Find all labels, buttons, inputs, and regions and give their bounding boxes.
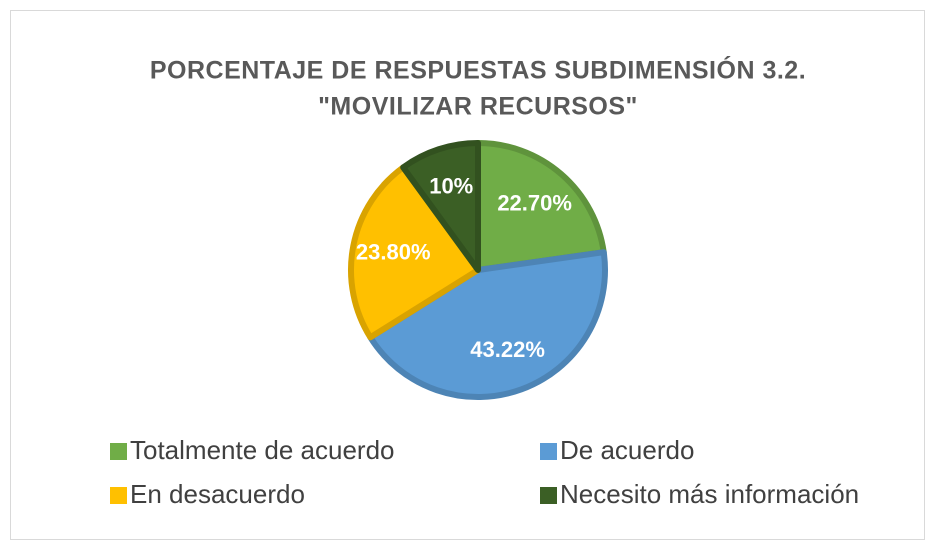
data-label: 22.70% [497, 191, 572, 216]
legend-label: Necesito más información [560, 479, 859, 509]
legend-label: De acuerdo [560, 435, 694, 465]
legend-label: Totalmente de acuerdo [130, 435, 395, 465]
pie-slice [400, 140, 481, 273]
data-label: 10% [429, 174, 473, 199]
pie-slice [367, 249, 608, 400]
legend-swatch [540, 487, 557, 504]
legend-swatch [110, 443, 127, 460]
legend-label: En desacuerdo [130, 479, 305, 509]
data-label: 43.22% [470, 337, 545, 362]
pie-slice [475, 140, 607, 273]
legend-swatch [540, 443, 557, 460]
legend-swatch [110, 487, 127, 504]
chart-title: "MOVILIZAR RECURSOS" [318, 93, 638, 121]
chart-title: PORCENTAJE DE RESPUESTAS SUBDIMENSIÓN 3.… [150, 55, 806, 85]
pie-slice [348, 164, 481, 341]
data-label: 23.80% [356, 239, 431, 264]
